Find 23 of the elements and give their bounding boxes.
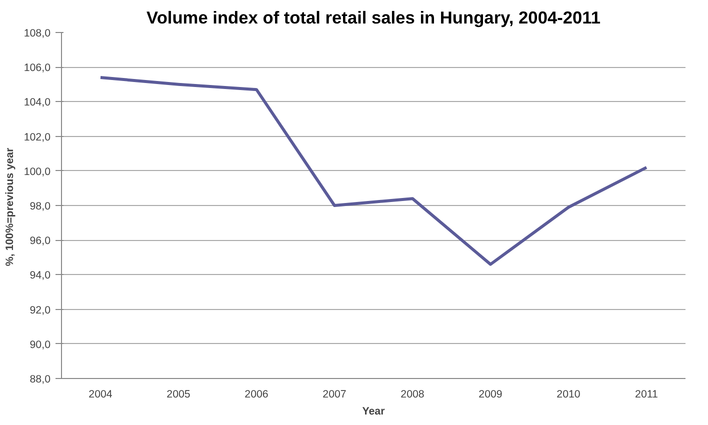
- y-tick-label: 108,0: [24, 28, 51, 40]
- y-tick-label: 104,0: [24, 96, 51, 109]
- x-tick-label: 2005: [166, 388, 190, 400]
- x-tick-label: 2004: [88, 388, 112, 400]
- y-tick-label: 92,0: [30, 304, 51, 316]
- x-tick-label: 2007: [322, 388, 346, 400]
- x-tick-label: 2010: [556, 388, 580, 400]
- chart-title: Volume index of total retail sales in Hungary, 2004-2011: [146, 8, 601, 28]
- y-tick-label: 90,0: [30, 338, 51, 351]
- y-tick-label: 94,0: [30, 270, 51, 282]
- x-tick-label: 2011: [635, 388, 658, 400]
- y-tick-label: 100,0: [24, 166, 51, 178]
- y-axis-title: %, 100%=previous year: [4, 148, 16, 266]
- y-tick-label: 88,0: [30, 374, 51, 386]
- x-tick-label: 2009: [478, 388, 502, 400]
- line-series: [99, 76, 648, 266]
- x-axis-title: Year: [362, 406, 385, 418]
- x-tick-label: 2008: [400, 388, 424, 400]
- y-tick-label: 98,0: [30, 200, 51, 212]
- y-tick-label: 106,0: [24, 62, 51, 74]
- y-tick-label: 96,0: [30, 235, 51, 248]
- y-tick-label: 102,0: [24, 131, 51, 144]
- x-tick-label: 2006: [244, 388, 268, 400]
